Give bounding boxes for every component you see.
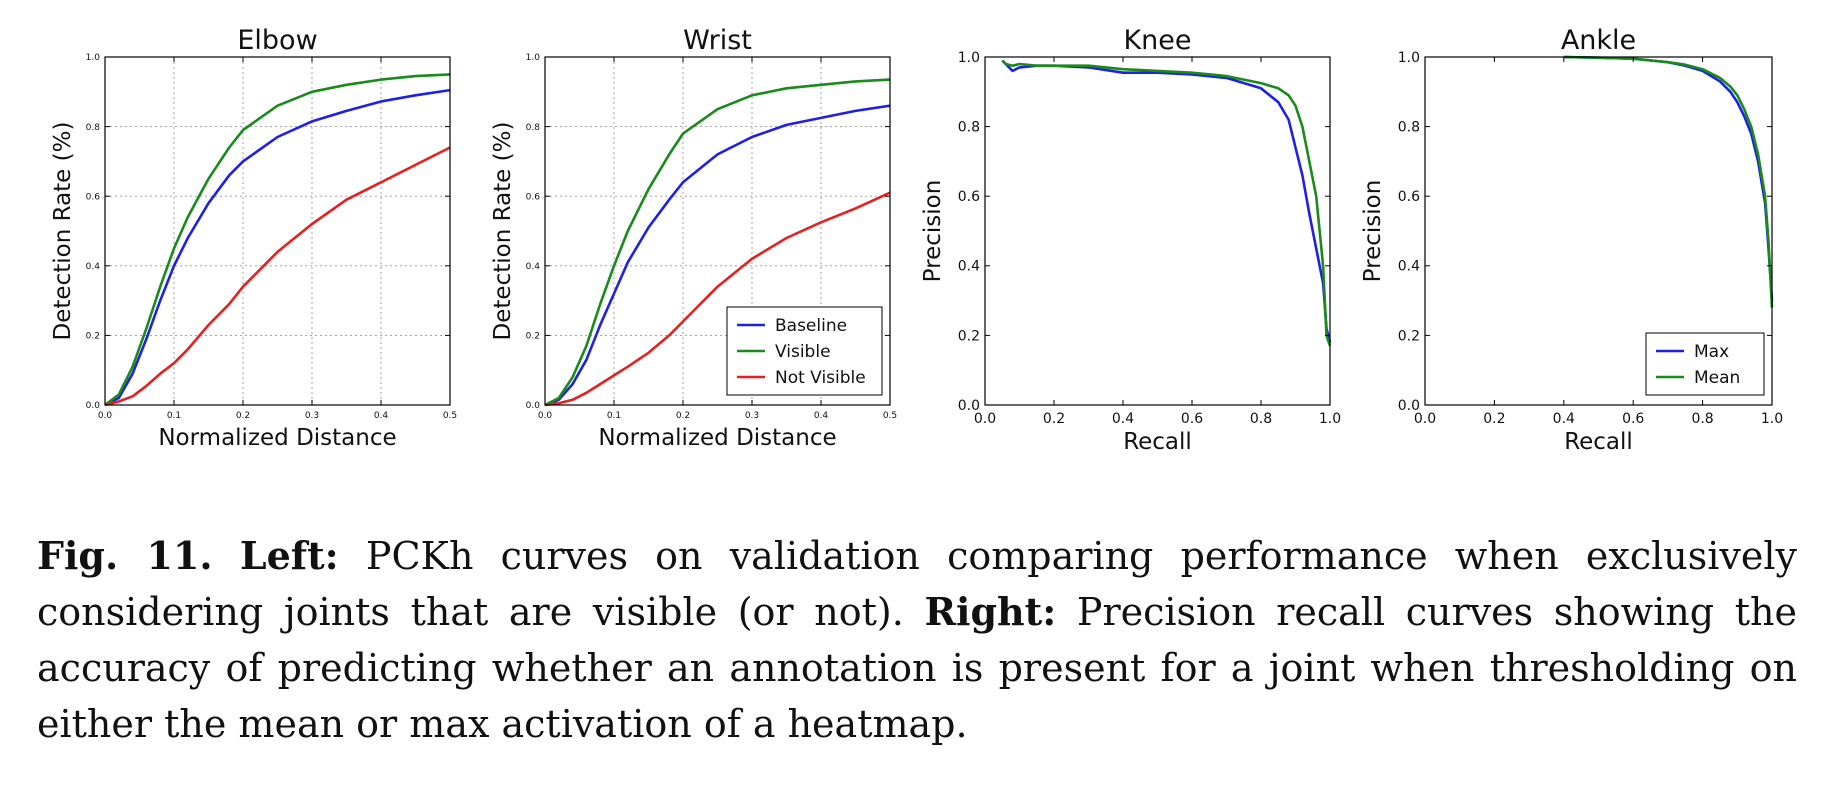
caption-left-text: PCKh curves on validation comparing perf… bbox=[37, 534, 1797, 634]
chart-title: Ankle bbox=[1561, 25, 1636, 56]
x-tick-label: 0.2 bbox=[236, 411, 250, 421]
chart-ankle: 0.0 0.2 0.4 0.6 0.8 1.0 0.0 0.2 0.4 0.6 0.8 1.0 Ankl… bbox=[1360, 25, 1783, 455]
y-axis-label: Precision bbox=[1360, 180, 1386, 283]
series-line-2 bbox=[104, 73, 451, 407]
y-tick-label: 0.6 bbox=[1398, 189, 1420, 205]
series-line-3 bbox=[104, 146, 451, 407]
y-tick-label: 0.6 bbox=[526, 192, 541, 202]
caption-left-label: Left: bbox=[239, 533, 339, 578]
y-tick-label: 1.0 bbox=[958, 50, 980, 66]
caption-fig-label: Fig. 11. bbox=[37, 533, 213, 578]
gridlines bbox=[105, 57, 450, 405]
y-tick-label: 1.0 bbox=[86, 53, 101, 63]
caption-right-text: Precision recall curves showing the accu… bbox=[37, 590, 1797, 746]
y-tick-label: 0.2 bbox=[1398, 328, 1420, 344]
series-line-visible bbox=[544, 78, 891, 407]
y-tick-label: 0.4 bbox=[958, 259, 980, 275]
x-axis-label: Normalized Distance bbox=[158, 425, 396, 451]
y-tick-label: 0.8 bbox=[526, 123, 541, 133]
y-axis-label: Detection Rate (%) bbox=[490, 122, 516, 341]
x-tick-label: 1.0 bbox=[1761, 411, 1783, 427]
series-line-1 bbox=[104, 88, 451, 407]
x-tick-label: 0.8 bbox=[1691, 411, 1713, 427]
legend-label-mean: Mean bbox=[1694, 368, 1740, 388]
plot-frame bbox=[1424, 56, 1773, 406]
x-tick-label: 1.0 bbox=[1319, 411, 1341, 427]
x-tick-label: 0.2 bbox=[676, 411, 690, 421]
y-tick-label: 0.0 bbox=[86, 401, 101, 411]
x-axis-label: Normalized Distance bbox=[598, 425, 836, 451]
x-tick-label: 0.5 bbox=[443, 411, 457, 421]
y-tick-label: 0.8 bbox=[86, 123, 101, 133]
x-tick-label: 0.3 bbox=[745, 411, 759, 421]
x-tick-label: 0.1 bbox=[167, 411, 181, 421]
legend: Baseline Visible Not Visible bbox=[726, 306, 883, 396]
caption-right-label: Right: bbox=[924, 589, 1057, 634]
y-tick-label: 0.2 bbox=[526, 332, 540, 342]
x-tick-label: 0.5 bbox=[883, 411, 897, 421]
legend-box bbox=[1645, 332, 1765, 396]
x-tick-label: 0.6 bbox=[1622, 411, 1644, 427]
chart-title: Knee bbox=[1123, 25, 1191, 56]
x-tick-label: 0.4 bbox=[1553, 411, 1575, 427]
y-axis-label: Detection Rate (%) bbox=[50, 122, 76, 341]
x-tick-label: 0.4 bbox=[374, 411, 389, 421]
plot-frame bbox=[104, 56, 451, 406]
x-tick-label: 0.3 bbox=[305, 411, 319, 421]
charts-panel: 0.0 0.1 0.2 0.3 0.4 0.5 0.0 0.2 0.4 0.6 0.8 1.0 Elbo… bbox=[50, 25, 1783, 455]
y-tick-label: 0.4 bbox=[86, 262, 101, 272]
y-tick-label: 0.4 bbox=[526, 262, 541, 272]
x-axis-label: Recall bbox=[1564, 429, 1633, 455]
y-tick-label: 1.0 bbox=[1398, 50, 1420, 66]
x-tick-label: 0.4 bbox=[1112, 411, 1134, 427]
x-tick-label: 0.0 bbox=[538, 411, 553, 421]
x-tick-label: 0.6 bbox=[1181, 411, 1203, 427]
y-tick-label: 0.2 bbox=[958, 328, 980, 344]
legend: Max Mean bbox=[1645, 332, 1765, 396]
plot-frame bbox=[544, 56, 891, 406]
x-tick-label: 0.4 bbox=[814, 411, 829, 421]
legend-label-max: Max bbox=[1694, 342, 1729, 362]
x-tick-label: 0.0 bbox=[974, 411, 996, 427]
chart-elbow: 0.0 0.1 0.2 0.3 0.4 0.5 0.0 0.2 0.4 0.6 0.8 1.0 Elbo… bbox=[50, 25, 457, 451]
figure-caption: Fig. 11. Left: PCKh curves on validation… bbox=[37, 528, 1797, 752]
series-line-1 bbox=[1001, 59, 1332, 343]
y-tick-label: 0.0 bbox=[1398, 398, 1420, 414]
y-tick-label: 0.8 bbox=[958, 120, 980, 136]
x-axis-label: Recall bbox=[1123, 429, 1192, 455]
y-tick-label: 0.0 bbox=[526, 401, 541, 411]
legend-label-baseline: Baseline bbox=[775, 316, 847, 336]
x-tick-label: 0.0 bbox=[1414, 411, 1436, 427]
chart-title: Wrist bbox=[683, 25, 752, 56]
legend-label-not-visible: Not Visible bbox=[775, 368, 866, 388]
legend-label-visible: Visible bbox=[775, 342, 831, 362]
x-tick-label: 0.2 bbox=[1043, 411, 1065, 427]
series-line-mean bbox=[1563, 55, 1774, 308]
x-tick-label: 0.0 bbox=[98, 411, 113, 421]
chart-wrist: 0.0 0.1 0.2 0.3 0.4 0.5 0.0 0.2 0.4 0.6 0.8 1.0 Wris… bbox=[490, 25, 897, 451]
y-tick-label: 1.0 bbox=[526, 53, 541, 63]
y-tick-label: 0.2 bbox=[86, 332, 100, 342]
series-line-baseline bbox=[544, 104, 891, 407]
series-line-max bbox=[1563, 55, 1774, 301]
chart-title: Elbow bbox=[237, 25, 317, 56]
y-tick-label: 0.8 bbox=[1398, 120, 1420, 136]
y-tick-label: 0.4 bbox=[1398, 259, 1420, 275]
x-tick-label: 0.2 bbox=[1483, 411, 1505, 427]
y-tick-label: 0.6 bbox=[86, 192, 101, 202]
plot-frame bbox=[984, 56, 1331, 406]
series-line-2 bbox=[1001, 59, 1332, 347]
series-line-not-visible bbox=[544, 191, 891, 407]
x-tick-label: 0.1 bbox=[607, 411, 621, 421]
y-tick-label: 0.0 bbox=[958, 398, 980, 414]
y-tick-label: 0.6 bbox=[958, 189, 980, 205]
x-tick-label: 0.8 bbox=[1250, 411, 1272, 427]
chart-knee: 0.0 0.2 0.4 0.6 0.8 1.0 0.0 0.2 0.4 0.6 0.8 1.0 Knee… bbox=[920, 25, 1341, 455]
y-axis-label: Precision bbox=[920, 180, 946, 283]
